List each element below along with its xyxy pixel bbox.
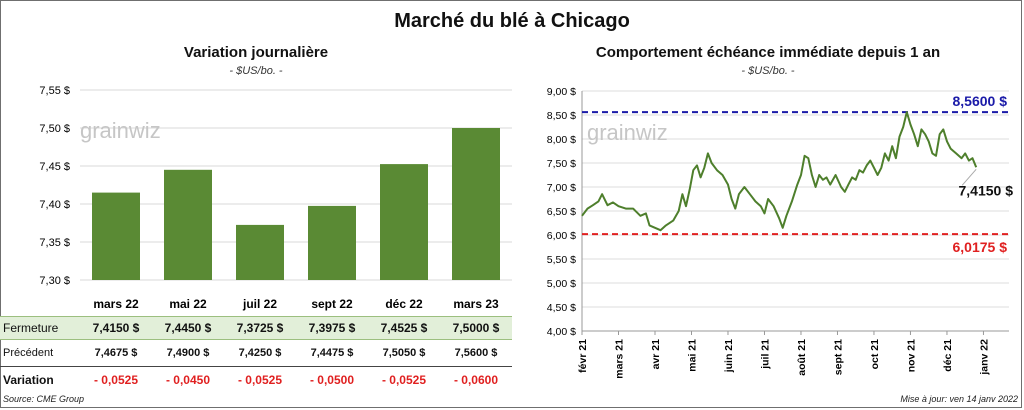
right-x-tick-label: sept 21: [832, 339, 844, 375]
last-value-leader: [961, 168, 977, 186]
left-x-axis: mars 22 mai 22 juil 22 sept 22 déc 22 mars 23: [93, 297, 499, 311]
right-y-axis: 4,00 $ 4,50 $ 5,00 $ 5,50 $ 6,00 $ 6,50 $ 7,00…: [547, 86, 1009, 338]
table-cell: 7,4250 $: [238, 347, 282, 359]
table-cell: 7,4475 $: [310, 347, 354, 359]
table-cell: 7,5000 $: [452, 321, 500, 335]
table-row-fermeture: Fermeture 7,4150 $ 7,4450 $ 7,3725 $ 7,3…: [0, 316, 512, 340]
right-line-chart: 4,00 $ 4,50 $ 5,00 $ 5,50 $ 6,00 $ 6,50 $ 7,00…: [547, 86, 1014, 379]
table-cell: - 0,0525: [93, 373, 139, 387]
left-chart-title: Variation journalière: [183, 44, 329, 61]
row-label: Variation: [3, 373, 54, 387]
right-x-tick-label: janv 22: [978, 339, 990, 376]
table-cell: - 0,0600: [453, 373, 499, 387]
right-y-tick-label: 5,00 $: [547, 278, 576, 290]
right-x-tick-label: oct 21: [869, 339, 881, 370]
left-y-tick-label: 7,40 $: [39, 199, 70, 211]
right-series: [581, 111, 978, 232]
left-x-tick-label: déc 22: [385, 297, 423, 311]
right-y-tick-label: 8,00 $: [547, 134, 576, 146]
table-cell: 7,3725 $: [236, 321, 284, 335]
left-bar: [164, 169, 212, 280]
left-y-tick-label: 7,55 $: [39, 85, 70, 97]
left-bar: [308, 205, 356, 280]
main-title: Marché du blé à Chicago: [394, 10, 630, 32]
right-x-tick-label: nov 21: [905, 339, 917, 372]
right-y-tick-label: 8,50 $: [547, 110, 576, 122]
table-cell: 7,4450 $: [164, 321, 212, 335]
left-chart-unit: - $US/bo. -: [229, 65, 283, 77]
right-y-tick-label: 7,50 $: [547, 158, 576, 170]
left-x-tick-label: mars 22: [93, 297, 139, 311]
table-cell: 7,5050 $: [382, 347, 426, 359]
left-bar-chart: 7,30 $ 7,35 $ 7,40 $ 7,45 $ 7,50 $ 7,55 $ gra…: [39, 85, 512, 311]
table-row-precedent: Précédent 7,4675 $ 7,4900 $ 7,4250 $ 7,4…: [0, 342, 512, 364]
right-y-tick-label: 4,50 $: [547, 302, 576, 314]
price-line: [581, 111, 978, 232]
last-value-label: 7,4150 $: [959, 182, 1014, 198]
left-bar: [380, 164, 428, 280]
table-cell: - 0,0525: [237, 373, 283, 387]
table-cell: 7,4150 $: [92, 321, 140, 335]
left-gridlines: [80, 89, 512, 281]
left-y-tick-label: 7,50 $: [39, 123, 70, 135]
right-chart-unit: - $US/bo. -: [741, 65, 795, 77]
row-label: Fermeture: [3, 321, 59, 335]
right-watermark: grainwiz: [587, 120, 668, 145]
update-note: Mise à jour: ven 14 janv 2022: [900, 394, 1018, 404]
left-x-tick-label: mars 23: [453, 297, 499, 311]
table-row-variation: Variation - 0,0525 - 0,0450 - 0,0525 - 0…: [0, 369, 512, 391]
right-reference-lines: [582, 111, 1009, 236]
table-cell: 7,5600 $: [454, 347, 498, 359]
right-annotations: 8,5600 $ 6,0175 $ 7,4150 $: [953, 93, 1014, 255]
right-x-tick-label: juin 21: [723, 339, 735, 373]
left-bars: [92, 128, 500, 280]
table-cell: - 0,0500: [309, 373, 355, 387]
low-label: 6,0175 $: [953, 239, 1008, 255]
left-y-tick-label: 7,30 $: [39, 275, 70, 287]
table-cell: 7,4900 $: [166, 347, 210, 359]
right-x-tick-label: août 21: [796, 339, 808, 376]
left-bar: [452, 128, 500, 280]
left-y-tick-label: 7,45 $: [39, 161, 70, 173]
table-cell: - 0,0525: [381, 373, 427, 387]
table-cell: 7,4675 $: [94, 347, 138, 359]
left-x-tick-label: sept 22: [311, 297, 353, 311]
right-y-tick-label: 6,00 $: [547, 230, 576, 242]
right-x-tick-label: févr 21: [577, 339, 589, 373]
right-y-tick-label: 9,00 $: [547, 86, 576, 98]
right-x-axis: févr 21 mars 21 avr 21 mai 21 juin 21 juil 21…: [577, 331, 990, 379]
right-x-tick-label: mars 21: [613, 339, 625, 379]
table-cell: - 0,0450: [165, 373, 211, 387]
left-bar: [236, 224, 284, 280]
right-y-tick-label: 7,00 $: [547, 182, 576, 194]
left-x-tick-label: mai 22: [169, 297, 207, 311]
right-y-tick-label: 4,00 $: [547, 326, 576, 338]
table-separator: [0, 366, 512, 367]
right-chart-title: Comportement échéance immédiate depuis 1…: [595, 44, 941, 61]
right-y-tick-label: 6,50 $: [547, 206, 576, 218]
right-x-tick-label: mai 21: [686, 339, 698, 372]
left-watermark: grainwiz: [80, 118, 161, 143]
table-cell: 7,3975 $: [308, 321, 356, 335]
right-x-tick-label: avr 21: [650, 339, 662, 370]
left-y-axis: 7,30 $ 7,35 $ 7,40 $ 7,45 $ 7,50 $ 7,55 $: [39, 85, 70, 287]
left-x-tick-label: juil 22: [242, 297, 277, 311]
high-label: 8,5600 $: [953, 93, 1008, 109]
left-y-tick-label: 7,35 $: [39, 237, 70, 249]
row-label: Précédent: [3, 347, 54, 359]
right-y-tick-label: 5,50 $: [547, 254, 576, 266]
right-x-tick-label: déc 21: [942, 339, 954, 372]
table-cell: 7,4525 $: [380, 321, 428, 335]
source-note: Source: CME Group: [3, 394, 85, 404]
right-x-tick-label: juil 21: [759, 339, 771, 370]
left-bar: [92, 192, 140, 280]
